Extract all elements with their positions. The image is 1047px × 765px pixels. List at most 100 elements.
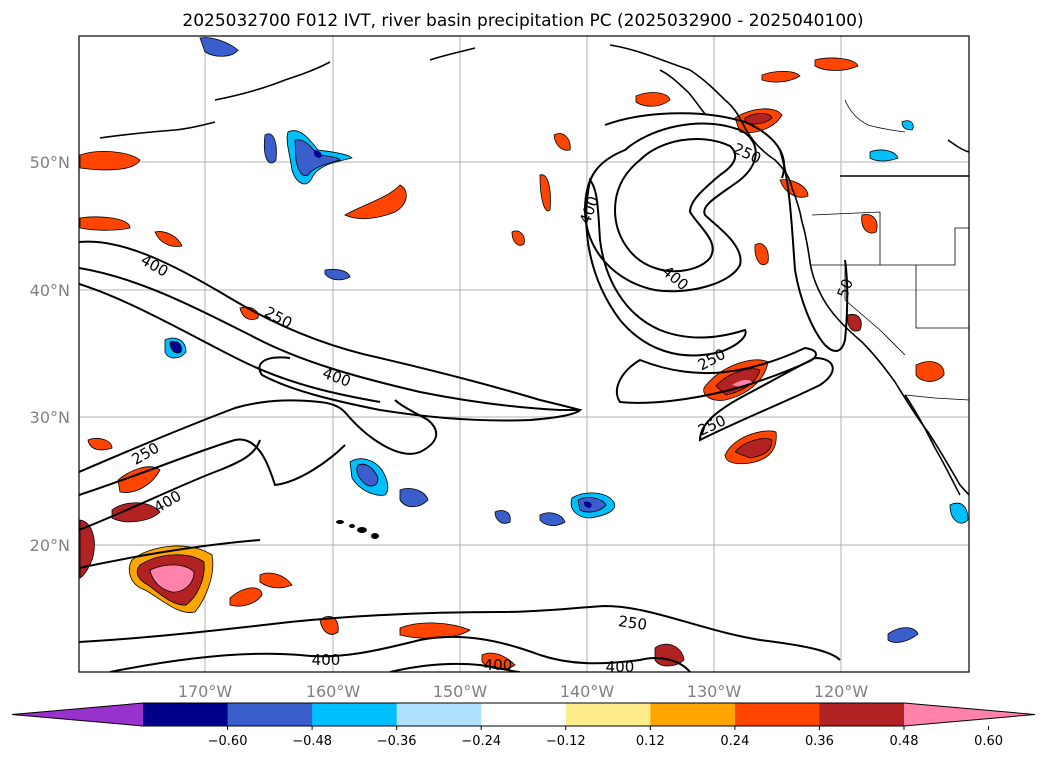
lon-label: 120°W [814, 682, 869, 701]
ivt-contour-line [779, 149, 849, 352]
border-line [844, 265, 906, 356]
ivt-contour-label: 400 [606, 658, 635, 676]
ivt-contour-line [109, 635, 691, 672]
colorbar-segment [143, 703, 229, 726]
ivt-contour-line [79, 604, 841, 661]
colorbar-outline [11, 702, 1036, 727]
precip-patch [154, 231, 183, 247]
precip-patch [79, 151, 141, 171]
ivt-contour-line [79, 240, 581, 411]
colorbar-tick-label: −0.60 [208, 734, 248, 749]
island [357, 527, 367, 533]
colorbar-segment [481, 703, 567, 726]
lon-label: 170°W [178, 682, 233, 701]
colorbar-tick-label: −0.12 [546, 734, 586, 749]
coastlines [99, 44, 969, 496]
ivt-contour-line [79, 539, 261, 569]
precip-patch [324, 268, 351, 281]
precip-patch [553, 133, 571, 151]
lon-label: 150°W [433, 682, 488, 701]
colorbar-extend-high [904, 703, 1035, 726]
colorbar-tick-label: 0.12 [636, 734, 665, 749]
lon-label: 140°W [560, 682, 615, 701]
island [349, 524, 355, 528]
map-panel: 400 250 400 250 400 400 250 400 250 250 … [78, 35, 970, 676]
precip-patch [539, 174, 551, 212]
precip-patch [229, 587, 263, 607]
precip-patch [356, 463, 379, 487]
west-coast-line [609, 44, 969, 496]
precip-patch [635, 92, 671, 107]
precip-patch [117, 466, 161, 493]
colorbar-tick-label: 0.48 [890, 734, 919, 749]
precip-patch [949, 502, 969, 524]
precip-negative-patches [164, 37, 969, 643]
precip-patch [199, 37, 239, 57]
colorbar-tick-label: −0.48 [292, 734, 332, 749]
precip-patch [539, 512, 566, 526]
lon-label: 130°W [687, 682, 742, 701]
longitude-labels: 170°W 160°W 150°W 140°W 130°W 120°W [178, 682, 869, 701]
precip-patch [584, 501, 592, 508]
ivt-contour-line [585, 177, 747, 357]
colorbar-extend-low [12, 703, 143, 726]
precip-patch [319, 616, 339, 635]
colorbar-tick-label: −0.24 [461, 734, 501, 749]
precip-patch [847, 313, 862, 332]
figure-title: 2025032700 F012 IVT, river basin precipi… [182, 11, 863, 31]
ivt-contour-line [698, 356, 834, 442]
colorbar-segment [734, 703, 820, 726]
lon-label: 160°W [306, 682, 361, 701]
precip-patch [761, 70, 801, 83]
precip-patch [754, 243, 769, 266]
ivt-contours [79, 112, 849, 672]
ivt-contour-line [613, 137, 737, 273]
precip-patch [494, 510, 511, 524]
precip-positive-patches [79, 57, 945, 670]
colorbar: −0.60 −0.48 −0.36 −0.24 −0.12 0.12 0.24 0.36 0.4… [11, 702, 1036, 749]
colorbar-segment [819, 703, 905, 726]
colorbar-segment [227, 703, 313, 726]
precip-patch [294, 139, 341, 177]
ivt-contour-label-partial: 50 [834, 276, 857, 300]
ivt-contour-line [79, 267, 583, 422]
precip-patch [915, 361, 945, 382]
precip-patch [259, 572, 293, 589]
ivt-contour-label: 250 [617, 612, 648, 634]
precip-patch [399, 622, 471, 639]
ivt-contour-line [79, 438, 346, 496]
alaska-panhandle [659, 69, 707, 116]
map-background [79, 36, 969, 672]
colorbar-tick-label: −0.36 [377, 734, 417, 749]
precip-patch [577, 497, 607, 513]
colorbar-segment [396, 703, 482, 726]
border-line [844, 99, 906, 133]
precip-patch [169, 341, 182, 354]
alaska-coast-fragment [429, 47, 476, 61]
island [371, 533, 379, 539]
precip-patch [901, 120, 914, 131]
border-line [915, 265, 969, 329]
lat-label: 50°N [30, 153, 70, 172]
hawaii-islands [336, 520, 379, 539]
lat-label: 40°N [30, 281, 70, 300]
precip-patch [87, 438, 113, 451]
precip-patch [313, 150, 322, 158]
ivt-contour-label: 400 [312, 651, 341, 669]
precip-patch [861, 213, 878, 234]
baja-coast [904, 394, 961, 496]
precip-patch [79, 216, 131, 231]
canada-inland-fragment [947, 139, 969, 153]
precip-patch [344, 184, 407, 220]
precip-patch [511, 230, 525, 246]
precip-patch [734, 438, 773, 459]
ivt-contour-line [389, 662, 521, 672]
ivt-contour-line [79, 439, 261, 531]
colorbar-tick-label: 0.60 [974, 734, 1003, 749]
precip-patch [111, 502, 161, 523]
precip-patch [399, 488, 429, 508]
colorbar-tick-label: 0.24 [720, 734, 749, 749]
precip-patch [654, 643, 685, 667]
latitude-labels: 50°N 40°N 30°N 20°N [30, 153, 70, 555]
precip-patch [814, 57, 859, 71]
